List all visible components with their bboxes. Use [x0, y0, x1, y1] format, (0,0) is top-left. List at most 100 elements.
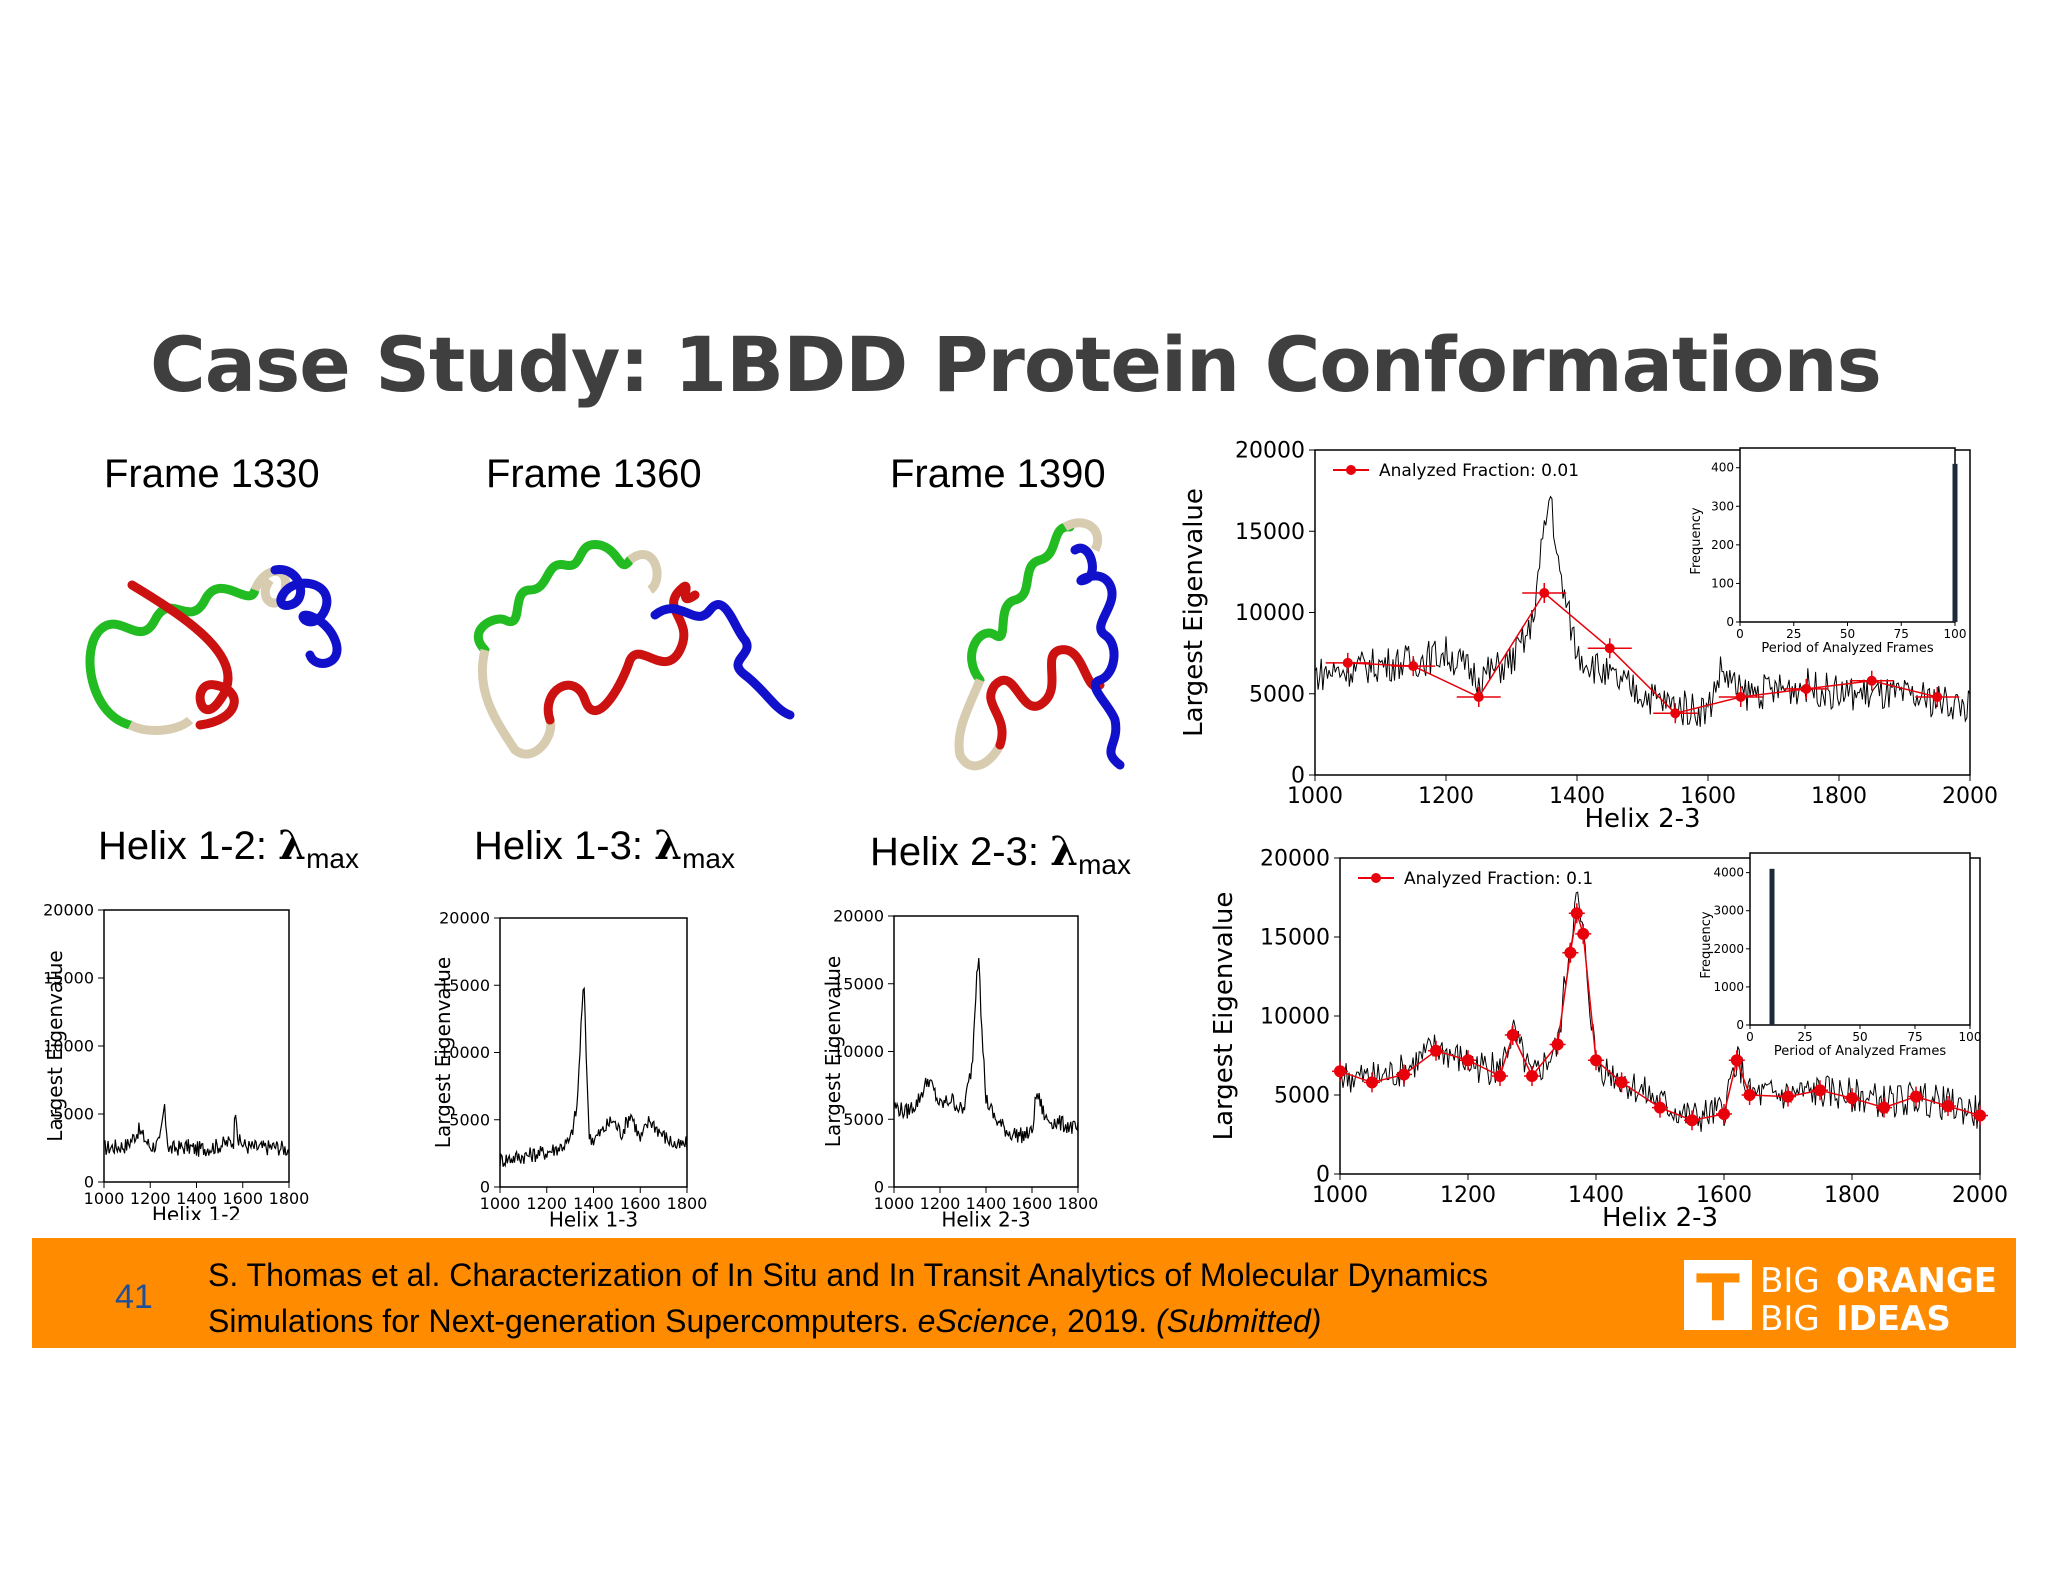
legend-label: Analyzed Fraction: 0.1: [1404, 869, 1593, 889]
inset-frame: [1739, 447, 1956, 623]
sampled-point: [1910, 1090, 1922, 1103]
sampled-point: [1590, 1054, 1602, 1067]
sampled-point: [1730, 1054, 1743, 1067]
y-tick-label: 5000: [843, 1110, 884, 1129]
x-tick-label: 1000: [874, 1194, 915, 1213]
inset-bar: [1769, 868, 1775, 1025]
x-tick-label: 2000: [1942, 784, 1998, 809]
citation-year: , 2019.: [1049, 1303, 1157, 1339]
x-tick-label: 1000: [84, 1189, 125, 1208]
sampled-point: [1342, 657, 1353, 668]
inset-x-tick-label: 100: [1944, 627, 1967, 641]
sampled-point: [1801, 683, 1812, 694]
chart-helix-1-3: 1000 1200 1400 1600 1800 0 5000 10000 15000 20000…: [432, 909, 708, 1230]
sampled-point: [1473, 692, 1484, 702]
sampled-point: [1334, 1065, 1346, 1078]
logo-big-1: BIG: [1760, 1261, 1820, 1301]
y-tick-label: 20000: [439, 909, 490, 928]
inset-x-tick-label: 75: [1894, 627, 1909, 641]
y-axis-label: Largest Eigenvalue: [1210, 892, 1239, 1141]
series-line: [893, 958, 1079, 1144]
legend-marker: [1371, 873, 1381, 883]
sampled-point: [1686, 1114, 1698, 1127]
inset-y-tick-label: 0: [1736, 1018, 1744, 1032]
x-tick-label: 1600: [1680, 784, 1736, 809]
logo-t-box: [1684, 1260, 1752, 1330]
raw-eigenvalue-line: [1339, 891, 1981, 1132]
x-tick-label: 1800: [1058, 1194, 1099, 1213]
sampled-point: [1932, 692, 1943, 702]
inset-x-tick-label: 50: [1852, 1030, 1867, 1044]
sampled-point: [1366, 1076, 1378, 1089]
sampled-point: [1506, 1028, 1519, 1041]
inset-y-tick-label: 4000: [1713, 866, 1744, 880]
x-tick-label: 1400: [1568, 1183, 1624, 1208]
x-axis-label: Helix 2-3: [941, 1208, 1030, 1230]
x-tick-label: 1800: [667, 1194, 708, 1213]
citation-line-1: S. Thomas et al. Characterization of In …: [208, 1257, 1488, 1293]
max-subscript: max: [1078, 849, 1132, 880]
x-tick-label: 1200: [1440, 1183, 1496, 1208]
y-tick-label: 10000: [1235, 601, 1305, 626]
inset-x-tick-label: 0: [1746, 1030, 1754, 1044]
y-axis-label: Largest Eigenvalue: [1180, 488, 1209, 737]
inset-y-tick-label: 0: [1726, 615, 1734, 629]
inset-x-tick-label: 25: [1797, 1030, 1812, 1044]
sampled-point: [1564, 946, 1577, 959]
x-axis-label: Helix 1-3: [549, 1208, 638, 1230]
y-tick-label: 0: [1316, 1163, 1330, 1188]
lambda-symbol: λ: [654, 822, 683, 869]
sampled-series-line: [1347, 591, 1938, 715]
series-line: [499, 986, 688, 1168]
x-tick-label: 1800: [1811, 784, 1867, 809]
x-tick-label: 1600: [222, 1189, 263, 1208]
inset-y-axis-label: Frequency: [1699, 911, 1714, 978]
y-tick-label: 15000: [439, 976, 490, 995]
helix-1-3-label: Helix 1-3: λmax: [474, 822, 735, 875]
slide-title: Case Study: 1BDD Protein Conformations: [150, 320, 1882, 409]
logo-t-letter: T: [1696, 1262, 1740, 1332]
logo-ideas: IDEAS: [1836, 1299, 1951, 1332]
x-tick-label: 1200: [130, 1189, 171, 1208]
x-tick-label: 1000: [480, 1194, 521, 1213]
sampled-point: [1604, 643, 1615, 654]
sampled-point: [1577, 927, 1590, 940]
sampled-point: [1974, 1109, 1986, 1122]
x-tick-label: 1600: [620, 1194, 661, 1213]
raw-eigenvalue-line: [1314, 495, 1971, 727]
frame-label-1330: Frame 1330: [104, 452, 320, 496]
inset-x-axis-label: Period of Analyzed Frames: [1761, 641, 1933, 656]
inset-y-tick-label: 200: [1711, 538, 1734, 552]
y-tick-label: 20000: [833, 907, 884, 926]
max-subscript: max: [306, 843, 360, 874]
y-tick-label: 0: [1291, 764, 1305, 789]
x-axis-label: Helix 2-3: [1602, 1203, 1718, 1233]
x-tick-label: 1600: [1012, 1194, 1053, 1213]
y-tick-label: 20000: [44, 901, 94, 920]
y-tick-label: 10000: [439, 1043, 490, 1062]
plot-frame: [893, 915, 1079, 1188]
slide-number: 41: [115, 1278, 153, 1316]
sampled-point: [1670, 708, 1681, 719]
max-subscript: max: [682, 843, 736, 874]
protein-frame-1390-image: [954, 518, 1125, 771]
big-orange-big-ideas-logo: T BIG ORANGE BIG IDEAS: [1684, 1260, 1997, 1332]
x-tick-label: 1400: [1549, 784, 1605, 809]
sampled-point: [1718, 1107, 1730, 1120]
inset-x-tick-label: 50: [1840, 627, 1855, 641]
protein-frame-1360-image: [473, 540, 795, 759]
sampled-point: [1735, 692, 1746, 702]
inset-bar: [1952, 463, 1958, 622]
y-tick-label: 5000: [53, 1105, 94, 1124]
x-tick-label: 1200: [1418, 784, 1474, 809]
inset-y-tick-label: 100: [1711, 576, 1734, 590]
sampled-point: [1551, 1038, 1564, 1051]
y-tick-label: 15000: [1235, 520, 1305, 545]
x-tick-label: 1400: [966, 1194, 1007, 1213]
x-tick-label: 1400: [176, 1189, 217, 1208]
lambda-symbol: λ: [1050, 828, 1079, 875]
chart-analyzed-fraction-001: 1000 1200 1400 1600 1800 20000500010000150002…: [1180, 439, 1998, 835]
y-tick-label: 5000: [1274, 1084, 1330, 1109]
x-tick-label: 1800: [269, 1189, 310, 1208]
citation-status: (Submitted): [1156, 1303, 1322, 1339]
